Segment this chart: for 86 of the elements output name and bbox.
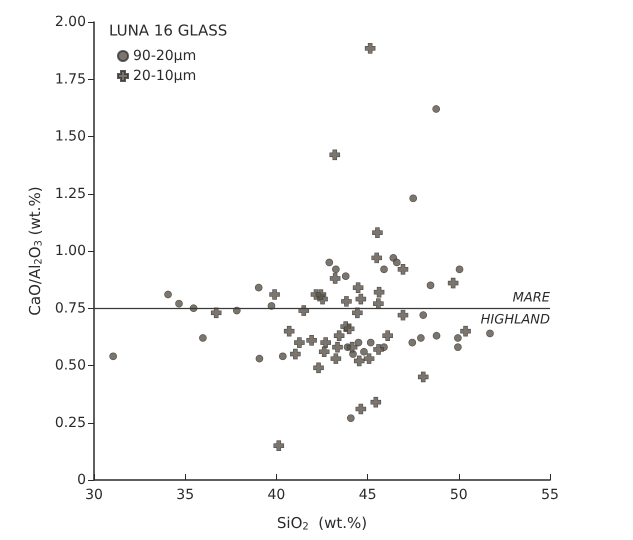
y-axis-title: CaO/Al2O3 (wt.%) xyxy=(26,186,44,316)
point xyxy=(284,326,294,336)
point xyxy=(382,330,393,342)
point xyxy=(313,362,324,374)
point xyxy=(294,337,305,348)
y-tick-label: 1.00 xyxy=(54,243,86,259)
legend-label: 20-10μm xyxy=(133,68,196,84)
point xyxy=(318,346,330,358)
point xyxy=(454,343,462,351)
point xyxy=(347,414,355,422)
point xyxy=(326,258,334,266)
point xyxy=(426,282,434,290)
point xyxy=(341,296,352,307)
x-tick-label: 45 xyxy=(358,487,377,503)
point xyxy=(364,43,376,54)
y-tick-label: 1.25 xyxy=(54,186,86,202)
y-tick-label: 0.75 xyxy=(54,300,86,316)
point xyxy=(460,326,471,336)
point xyxy=(432,332,440,340)
x-tick-label: 35 xyxy=(176,487,194,503)
point xyxy=(342,272,350,280)
point xyxy=(254,284,263,292)
y-tick-label: 1.50 xyxy=(54,128,86,144)
point xyxy=(354,338,362,346)
y-tick-label: 2.00 xyxy=(54,14,86,30)
point xyxy=(392,258,401,266)
y-tick-label: 0.25 xyxy=(54,414,86,431)
point xyxy=(419,311,428,319)
point xyxy=(316,289,326,300)
point xyxy=(354,356,365,366)
ref-line-label: MARE xyxy=(512,290,551,306)
point xyxy=(290,348,301,360)
point xyxy=(356,404,366,414)
point xyxy=(352,282,364,293)
annotation: HIGHLAND xyxy=(480,312,550,328)
point xyxy=(109,352,117,360)
point xyxy=(332,266,340,274)
point xyxy=(372,227,383,238)
point xyxy=(408,338,416,346)
point xyxy=(371,252,382,264)
point xyxy=(486,330,494,338)
point xyxy=(332,342,343,352)
point xyxy=(456,266,464,274)
point xyxy=(269,289,280,300)
point xyxy=(278,352,287,360)
point xyxy=(273,440,284,451)
point xyxy=(370,396,382,408)
point xyxy=(329,150,340,160)
y-tick-label: 0 xyxy=(77,472,86,488)
point xyxy=(373,298,384,309)
legend-title: LUNA 16 GLASS xyxy=(109,22,228,40)
point xyxy=(330,273,340,284)
legend-label: 90-20μm xyxy=(133,48,196,64)
point xyxy=(417,334,425,342)
point xyxy=(344,324,354,334)
point xyxy=(346,342,358,352)
point xyxy=(256,354,264,362)
point xyxy=(418,372,429,382)
point xyxy=(454,334,462,342)
y-tick-label: 0.50 xyxy=(54,358,86,374)
point xyxy=(360,348,368,356)
point xyxy=(398,264,408,275)
x-tick-label: 40 xyxy=(267,487,286,503)
point xyxy=(448,278,458,288)
x-tick-label: 50 xyxy=(450,487,468,503)
point xyxy=(374,286,384,298)
point xyxy=(432,105,440,113)
point xyxy=(380,266,388,274)
point xyxy=(409,194,417,202)
point xyxy=(164,290,172,298)
y-tick-label: 1.75 xyxy=(54,71,86,88)
point xyxy=(334,330,344,342)
point xyxy=(330,353,342,364)
point xyxy=(210,308,222,318)
point xyxy=(320,337,331,348)
x-tick-label: 30 xyxy=(85,487,103,503)
point xyxy=(364,353,374,364)
point xyxy=(366,338,374,346)
point xyxy=(398,310,408,320)
point xyxy=(373,344,384,355)
x-tick-label: 55 xyxy=(541,487,559,503)
point xyxy=(356,294,366,304)
point xyxy=(175,300,183,308)
point xyxy=(306,335,317,346)
point xyxy=(352,308,363,318)
point xyxy=(199,334,207,342)
